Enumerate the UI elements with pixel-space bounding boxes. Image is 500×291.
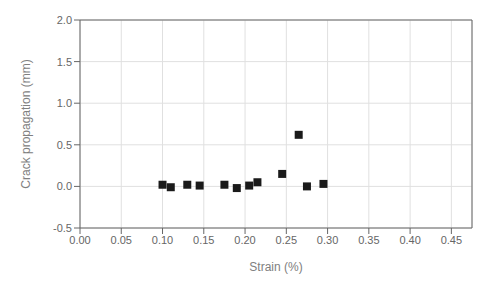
svg-text:0.30: 0.30 [317, 234, 338, 246]
svg-text:Strain (%): Strain (%) [249, 260, 302, 274]
svg-text:0.25: 0.25 [276, 234, 297, 246]
svg-text:0.10: 0.10 [152, 234, 173, 246]
svg-text:0.05: 0.05 [111, 234, 132, 246]
svg-text:0.5: 0.5 [57, 139, 72, 151]
svg-text:1.0: 1.0 [57, 97, 72, 109]
svg-text:0.35: 0.35 [358, 234, 379, 246]
svg-text:-0.5: -0.5 [53, 222, 72, 234]
svg-text:0.00: 0.00 [69, 234, 90, 246]
svg-text:0.0: 0.0 [57, 180, 72, 192]
svg-text:0.45: 0.45 [441, 234, 462, 246]
svg-text:Crack propagation (mm): Crack propagation (mm) [19, 59, 33, 188]
svg-text:0.20: 0.20 [234, 234, 255, 246]
svg-text:0.15: 0.15 [193, 234, 214, 246]
svg-text:0.40: 0.40 [399, 234, 420, 246]
svg-text:2.0: 2.0 [57, 14, 72, 26]
svg-text:1.5: 1.5 [57, 56, 72, 68]
